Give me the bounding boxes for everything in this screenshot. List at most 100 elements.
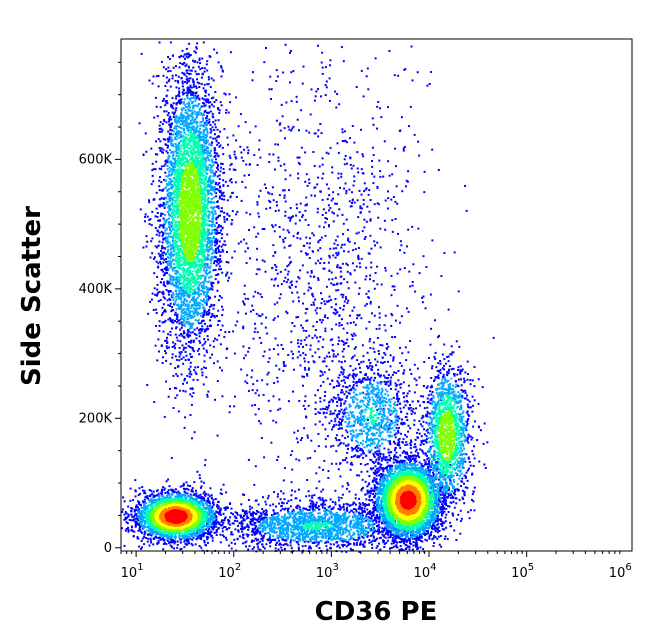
- event-point: [324, 66, 327, 69]
- event-point: [427, 461, 430, 464]
- event-point: [336, 401, 339, 403]
- event-point: [324, 303, 327, 305]
- event-point: [468, 406, 471, 409]
- event-point: [163, 487, 166, 490]
- event-point: [154, 293, 157, 296]
- event-point: [376, 265, 379, 268]
- event-point: [164, 310, 167, 313]
- event-point: [379, 246, 382, 249]
- event-point: [180, 351, 183, 354]
- event-point: [164, 171, 167, 174]
- event-point: [320, 490, 323, 493]
- event-point: [409, 285, 412, 288]
- event-point: [284, 237, 287, 240]
- event-point: [183, 540, 186, 543]
- event-point: [388, 454, 391, 457]
- event-point: [214, 398, 216, 401]
- event-point: [178, 95, 181, 98]
- event-point: [466, 437, 469, 440]
- event-point: [392, 357, 395, 360]
- event-point: [247, 533, 250, 536]
- event-point: [259, 422, 262, 425]
- event-point: [453, 529, 456, 532]
- event-point: [435, 527, 438, 530]
- event-point: [189, 537, 192, 540]
- event-point: [221, 395, 224, 398]
- event-point: [361, 502, 364, 505]
- event-point: [214, 244, 217, 247]
- event-point: [225, 528, 228, 531]
- event-point: [306, 271, 309, 274]
- event-point: [206, 535, 208, 538]
- event-point: [343, 540, 346, 543]
- event-point: [429, 465, 432, 468]
- event-point: [338, 266, 341, 269]
- event-point: [181, 324, 184, 327]
- event-point: [205, 302, 208, 305]
- event-point: [279, 164, 282, 167]
- event-point: [136, 519, 139, 522]
- event-point: [338, 499, 340, 502]
- event-point: [320, 61, 323, 64]
- event-point: [423, 428, 425, 431]
- event-point: [184, 65, 187, 67]
- event-point: [329, 498, 332, 501]
- event-point: [214, 498, 217, 500]
- event-point: [179, 485, 182, 488]
- event-point: [201, 374, 204, 377]
- event-point: [339, 427, 341, 430]
- event-point: [374, 538, 377, 541]
- event-point: [303, 292, 306, 295]
- event-point: [196, 327, 199, 330]
- event-point: [428, 412, 431, 415]
- event-point: [373, 536, 375, 539]
- event-point: [199, 341, 202, 344]
- event-point: [231, 533, 234, 536]
- event-point: [377, 532, 380, 535]
- event-point: [395, 371, 398, 374]
- event-point: [309, 113, 312, 116]
- event-point: [313, 303, 316, 306]
- event-point: [156, 215, 159, 218]
- event-point: [217, 281, 220, 284]
- event-point: [304, 204, 307, 207]
- event-point: [324, 503, 327, 506]
- event-point: [398, 437, 401, 440]
- event-point: [162, 261, 165, 264]
- event-point: [338, 324, 341, 327]
- event-point: [410, 542, 413, 545]
- event-point: [161, 312, 164, 315]
- event-point: [320, 132, 323, 135]
- event-point: [384, 526, 387, 529]
- event-point: [420, 535, 423, 538]
- event-point: [229, 164, 232, 167]
- event-point: [421, 296, 424, 299]
- event-point: [393, 285, 396, 288]
- event-point: [297, 548, 300, 551]
- event-point: [385, 370, 388, 373]
- event-point: [291, 322, 294, 324]
- event-point: [448, 505, 451, 508]
- event-point: [217, 207, 220, 210]
- event-point: [423, 191, 426, 194]
- event-point: [406, 412, 409, 415]
- event-point: [224, 507, 227, 510]
- event-point: [421, 450, 424, 453]
- event-point: [469, 383, 472, 386]
- event-point: [283, 189, 286, 192]
- event-point: [198, 86, 201, 88]
- event-point: [163, 203, 165, 206]
- event-point: [430, 327, 433, 330]
- event-point: [322, 488, 325, 491]
- event-point: [356, 199, 359, 202]
- event-point: [390, 274, 393, 277]
- event-point: [461, 477, 464, 480]
- event-point: [388, 50, 391, 52]
- event-point: [158, 329, 161, 332]
- event-point: [357, 171, 360, 174]
- event-point: [175, 95, 178, 98]
- event-point: [126, 522, 129, 525]
- event-point: [182, 330, 185, 333]
- event-point: [218, 178, 221, 180]
- event-point: [358, 287, 361, 290]
